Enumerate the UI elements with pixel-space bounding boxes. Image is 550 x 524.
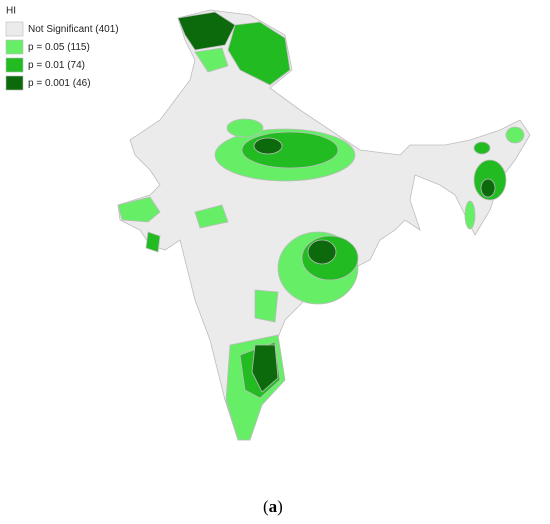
region bbox=[473, 141, 491, 155]
legend-label: Not Significant (401) bbox=[28, 24, 119, 35]
region bbox=[227, 21, 291, 86]
region bbox=[117, 196, 161, 223]
country-outline bbox=[117, 9, 531, 441]
region bbox=[194, 204, 229, 229]
region bbox=[505, 126, 525, 144]
map bbox=[117, 9, 531, 441]
caption: (a) bbox=[263, 497, 283, 516]
region bbox=[464, 200, 476, 230]
region bbox=[480, 178, 496, 198]
region bbox=[307, 239, 337, 265]
legend: HI Not Significant (401) p = 0.05 (115) p … bbox=[5, 6, 119, 91]
legend-label: p = 0.001 (46) bbox=[28, 78, 91, 89]
legend-label: p = 0.01 (74) bbox=[28, 60, 85, 71]
legend-title: HI bbox=[6, 6, 16, 17]
legend-label: p = 0.05 (115) bbox=[28, 42, 90, 53]
caption-open: ( bbox=[263, 497, 269, 516]
region bbox=[145, 231, 161, 253]
caption-close: ) bbox=[277, 497, 283, 516]
caption-letter: a bbox=[269, 497, 278, 516]
region bbox=[253, 137, 283, 155]
region bbox=[226, 118, 264, 138]
region bbox=[177, 11, 236, 51]
region bbox=[251, 344, 279, 393]
region bbox=[254, 289, 279, 323]
legend-swatch bbox=[5, 75, 24, 91]
legend-swatch bbox=[5, 57, 24, 73]
region bbox=[194, 47, 229, 73]
legend-swatch bbox=[5, 21, 24, 37]
legend-swatch bbox=[5, 39, 24, 55]
